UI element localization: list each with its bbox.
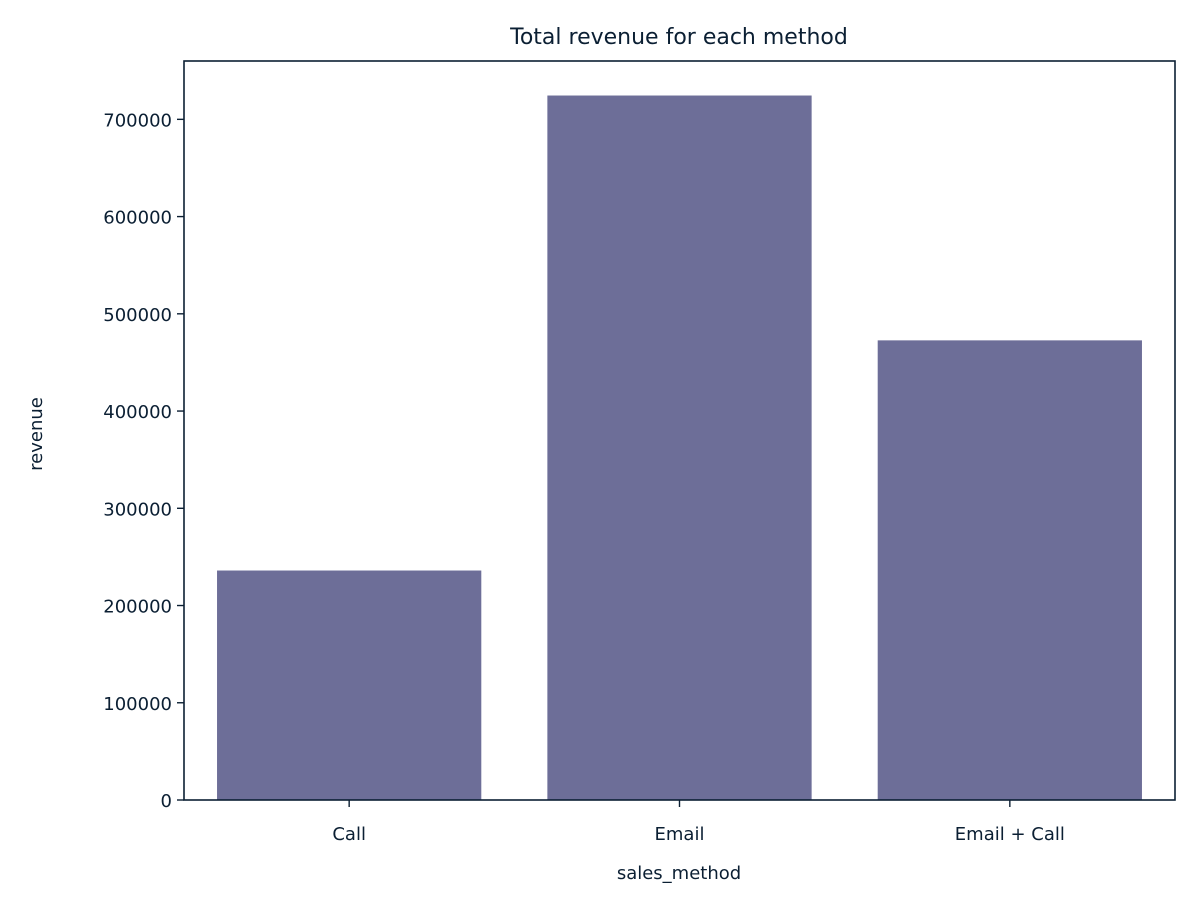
x-tick-label: Email + Call <box>955 824 1065 845</box>
bar-email-call <box>877 340 1142 800</box>
x-axis-ticks: Call Email Email + Call <box>332 800 1065 845</box>
y-tick-label: 200000 <box>103 597 172 618</box>
y-axis-label: revenue <box>26 397 47 471</box>
y-axis-ticks: 0 100000 200000 300000 400000 500000 600000 700… <box>103 110 184 812</box>
bar-call <box>217 570 482 800</box>
y-tick-label: 500000 <box>103 305 172 326</box>
y-tick-label: 100000 <box>103 694 172 715</box>
x-axis-label: sales_method <box>617 863 741 884</box>
plot-frame <box>183 60 1176 801</box>
chart-title: Total revenue for each method <box>509 25 848 50</box>
bar-email <box>547 95 812 800</box>
y-tick-label: 700000 <box>103 110 172 131</box>
bars-layer <box>217 95 1142 800</box>
y-tick-label: 600000 <box>103 208 172 229</box>
y-tick-label: 0 <box>161 791 172 812</box>
x-tick-label: Call <box>332 824 366 845</box>
x-tick-label: Email <box>655 824 705 845</box>
y-tick-label: 300000 <box>103 499 172 520</box>
y-tick-label: 400000 <box>103 402 172 423</box>
